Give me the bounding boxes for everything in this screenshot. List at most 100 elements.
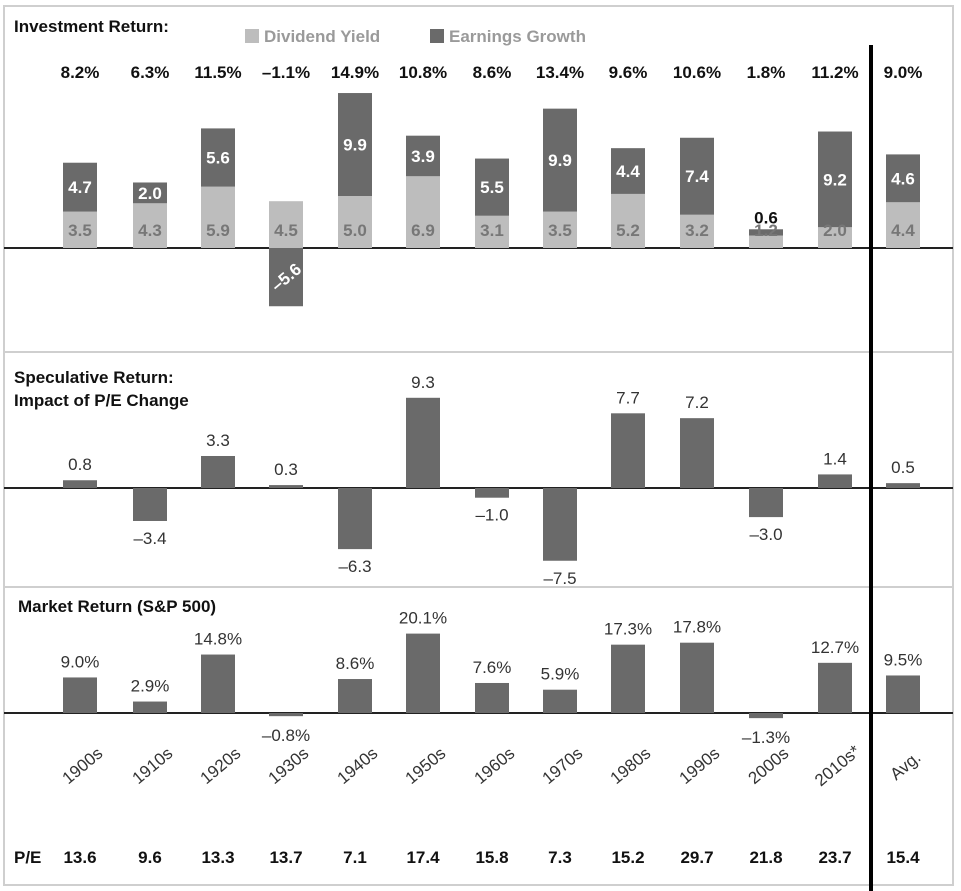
decade-label-2000s: 2000s [745, 744, 793, 788]
speculative-bar-avg [886, 483, 920, 488]
dividend-bar-2000s [749, 235, 783, 248]
market-value-label-1940s: 8.6% [336, 654, 375, 673]
earnings-value-label-1950s: 3.9 [411, 147, 435, 166]
earnings-value-label-2010s: 9.2 [823, 170, 847, 189]
total-return-label-1960s: 8.6% [473, 63, 512, 82]
total-return-label-1980s: 9.6% [609, 63, 648, 82]
speculative-bar-1910s [133, 488, 167, 521]
chart-marks: 8.2% 3.5 4.7 6.3% 4.3 2.0 11.5% 5.9 5.6 –1.1% 4.5 –… [4, 63, 953, 867]
decade-label-1900s: 1900s [59, 744, 107, 788]
market-bar-1960s [475, 682, 509, 713]
pe-value-2000s: 21.8 [749, 848, 782, 867]
earnings-value-label-2000s: 0.6 [754, 208, 778, 227]
dividend-bar-1970s [543, 211, 577, 248]
market-value-label-2010s: 12.7% [811, 638, 859, 657]
dividend-bar-1900s [63, 211, 97, 248]
decade-label-1970s: 1970s [539, 744, 587, 788]
market-value-label-1930s: –0.8% [262, 726, 310, 745]
dividend-bar-1980s [611, 193, 645, 248]
speculative-value-label-1930s: 0.3 [274, 460, 298, 479]
pe-value-1980s: 15.2 [611, 848, 644, 867]
speculative-bar-2010s [818, 474, 852, 488]
speculative-return-subtitle: Impact of P/E Change [14, 391, 189, 410]
earnings-bar-1950s [406, 135, 440, 177]
decade-label-avg: Avg. [886, 748, 924, 784]
legend-dividend-label: Dividend Yield [264, 27, 380, 46]
pe-value-1990s: 29.7 [680, 848, 713, 867]
earnings-value-label-1900s: 4.7 [68, 178, 92, 197]
total-return-label-1920s: 11.5% [194, 63, 241, 82]
earnings-value-label-1980s: 4.4 [616, 162, 640, 181]
market-value-label-1990s: 17.8% [673, 618, 721, 637]
dividend-value-label-1900s: 3.5 [68, 221, 92, 240]
earnings-bar-1980s [611, 148, 645, 194]
market-value-label-1960s: 7.6% [473, 658, 512, 677]
earnings-value-label-1910s: 2.0 [138, 184, 162, 203]
market-bar-1900s [63, 677, 97, 713]
pe-value-avg: 15.4 [886, 848, 920, 867]
speculative-value-label-avg: 0.5 [891, 458, 915, 477]
dividend-bar-1910s [133, 203, 167, 248]
earnings-bar-avg [886, 154, 920, 203]
pe-value-1900s: 13.6 [63, 848, 96, 867]
decade-label-1980s: 1980s [607, 744, 655, 788]
market-bar-1910s [133, 701, 167, 713]
pe-value-2010s: 23.7 [818, 848, 851, 867]
decade-label-1940s: 1940s [334, 744, 382, 788]
dividend-value-label-2010s: 2.0 [823, 221, 847, 240]
speculative-bar-1930s [269, 485, 303, 488]
market-value-label-avg: 9.5% [884, 650, 923, 669]
earnings-value-label-1920s: 5.6 [206, 149, 230, 168]
market-bar-1940s [338, 679, 372, 713]
pe-value-1910s: 9.6 [138, 848, 162, 867]
speculative-bar-1900s [63, 480, 97, 488]
market-value-label-1910s: 2.9% [131, 677, 170, 696]
dividend-value-label-1940s: 5.0 [343, 221, 367, 240]
speculative-value-label-2010s: 1.4 [823, 449, 847, 468]
total-return-label-2010s: 11.2% [811, 63, 858, 82]
chart-frame [3, 5, 954, 886]
market-value-label-2000s: –1.3% [742, 728, 790, 747]
pe-row-label: P/E [14, 848, 41, 867]
dividend-value-label-1920s: 5.9 [206, 221, 230, 240]
speculative-bar-1960s [475, 488, 509, 498]
dividend-value-label-avg: 4.4 [891, 221, 915, 240]
dividend-bar-1990s [680, 214, 714, 248]
dividend-value-label-1960s: 3.1 [480, 221, 504, 240]
dividend-value-label-1970s: 3.5 [548, 221, 572, 240]
pe-value-1970s: 7.3 [548, 848, 572, 867]
dividend-value-label-1930s: 4.5 [274, 221, 298, 240]
speculative-bar-1920s [201, 455, 235, 488]
dividend-bar-2010s [818, 227, 852, 248]
dividend-value-label-1980s: 5.2 [616, 221, 640, 240]
total-return-label-1950s: 10.8% [399, 63, 447, 82]
speculative-value-label-1990s: 7.2 [685, 393, 709, 412]
market-value-label-1950s: 20.1% [399, 609, 447, 628]
market-value-label-1970s: 5.9% [541, 665, 580, 684]
earnings-bar-1930s [269, 248, 303, 307]
decade-label-1990s: 1990s [676, 744, 724, 788]
pe-value-1950s: 17.4 [406, 848, 440, 867]
dividend-value-label-1910s: 4.3 [138, 221, 162, 240]
pe-value-1960s: 15.8 [475, 848, 508, 867]
speculative-bar-1970s [543, 488, 577, 561]
speculative-bar-1980s [611, 413, 645, 488]
decade-label-1910s: 1910s [129, 744, 177, 788]
total-return-label-1970s: 13.4% [536, 63, 584, 82]
earnings-bar-1990s [680, 137, 714, 215]
earnings-bar-1920s [201, 128, 235, 187]
speculative-value-label-1940s: –6.3 [338, 557, 371, 576]
dividend-value-label-1950s: 6.9 [411, 221, 435, 240]
speculative-value-label-1900s: 0.8 [68, 455, 92, 474]
total-return-label-2000s: 1.8% [747, 63, 786, 82]
total-return-label-1910s: 6.3% [131, 63, 170, 82]
speculative-bar-1950s [406, 397, 440, 488]
market-bar-2000s [749, 713, 783, 719]
decade-label-1950s: 1950s [402, 744, 450, 788]
earnings-value-label-1940s: 9.9 [343, 136, 367, 155]
pe-value-1930s: 13.7 [269, 848, 302, 867]
decade-label-1960s: 1960s [471, 744, 519, 788]
legend-earnings-swatch [430, 29, 444, 43]
market-value-label-1900s: 9.0% [61, 652, 100, 671]
dividend-bar-1940s [338, 196, 372, 248]
